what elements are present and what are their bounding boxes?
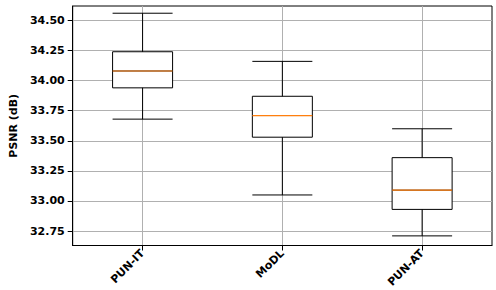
svg-text:33.50: 33.50 bbox=[30, 134, 65, 147]
svg-text:MoDL: MoDL bbox=[253, 247, 287, 281]
svg-text:33.25: 33.25 bbox=[30, 164, 65, 177]
svg-text:PSNR (dB): PSNR (dB) bbox=[7, 94, 20, 158]
svg-text:34.50: 34.50 bbox=[30, 14, 65, 27]
svg-text:34.25: 34.25 bbox=[30, 44, 65, 57]
svg-text:34.00: 34.00 bbox=[30, 74, 65, 87]
svg-text:PUN-AT: PUN-AT bbox=[385, 247, 427, 289]
svg-text:32.75: 32.75 bbox=[30, 225, 65, 238]
svg-text:PUN-IT: PUN-IT bbox=[108, 247, 147, 286]
svg-text:33.00: 33.00 bbox=[30, 194, 65, 207]
svg-text:33.75: 33.75 bbox=[30, 104, 65, 117]
